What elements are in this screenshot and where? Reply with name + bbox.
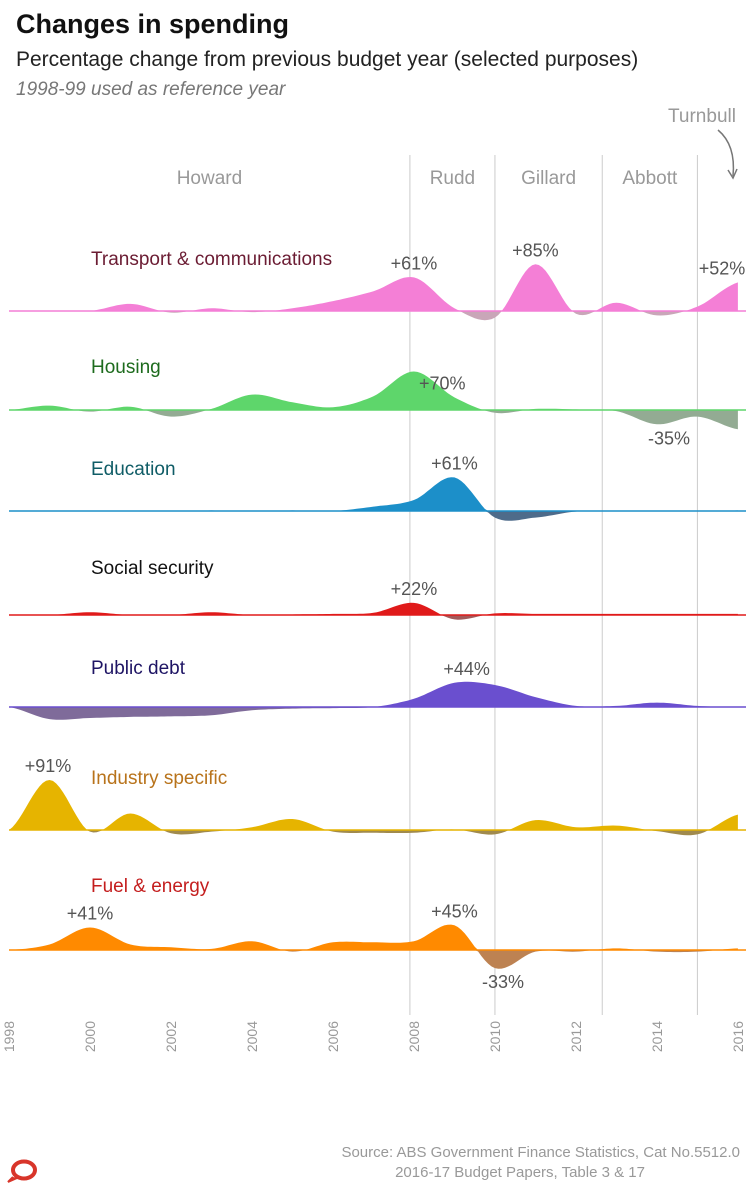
data-label: +70%	[419, 373, 466, 393]
logo-icon	[7, 1159, 37, 1183]
x-tick-label: 2016	[730, 1021, 746, 1052]
x-tick-label: 2006	[325, 1021, 341, 1052]
data-label: -33%	[482, 972, 524, 992]
chart-subtitle: Percentage change from previous budget y…	[16, 48, 638, 71]
x-tick-label: 2000	[82, 1021, 98, 1052]
series-area-negative	[9, 707, 738, 720]
series-area-positive	[9, 477, 738, 511]
data-label: +22%	[391, 579, 438, 599]
series-area-negative	[9, 830, 738, 836]
series-5: Industry specific +91%	[9, 756, 746, 836]
series-area-positive	[9, 602, 738, 615]
data-label: +91%	[25, 756, 72, 776]
x-tick-label: 2010	[487, 1021, 503, 1052]
x-tick-label: 2014	[649, 1021, 665, 1052]
series-4: Public debt +44%	[9, 658, 746, 720]
pm-label: Abbott	[622, 168, 678, 189]
data-label: +41%	[67, 904, 114, 924]
x-tick-label: 2002	[163, 1021, 179, 1052]
x-tick-label: 2008	[406, 1021, 422, 1052]
x-axis-ticks: 1998 2000 2002 2004 2006 2008 2010 2012 2014 2016	[1, 1021, 746, 1052]
series-name: Transport & communications	[91, 249, 332, 270]
series-1: Housing +70% -35%	[9, 357, 746, 448]
series-area-negative	[9, 311, 738, 321]
turnbull-arrow-icon	[717, 129, 738, 180]
series-area-positive	[9, 681, 738, 707]
pm-label: Turnbull	[668, 106, 736, 127]
series-name: Public debt	[91, 658, 186, 679]
series-name: Housing	[91, 357, 161, 378]
data-label: +45%	[431, 901, 478, 921]
pm-label: Gillard	[521, 168, 576, 189]
data-label: +61%	[391, 253, 438, 273]
data-label: +85%	[512, 240, 559, 260]
x-tick-label: 1998	[1, 1021, 17, 1052]
source-line-2: 2016-17 Budget Papers, Table 3 & 17	[395, 1164, 645, 1181]
series-3: Social security +22%	[9, 558, 746, 620]
series-layer: Transport & communications +61% +85% +52% Ho…	[9, 240, 746, 992]
series-name: Fuel & energy	[91, 876, 210, 897]
series-area-negative	[9, 950, 738, 969]
series-area-positive	[9, 780, 738, 830]
pm-label: Rudd	[430, 168, 475, 189]
x-tick-label: 2004	[244, 1021, 260, 1052]
source-line-1: Source: ABS Government Finance Statistic…	[341, 1144, 740, 1161]
pm-separators	[409, 155, 698, 1015]
series-2: Education +61%	[9, 453, 746, 521]
series-name: Education	[91, 459, 176, 480]
series-area-negative	[9, 511, 738, 521]
data-label: -35%	[648, 428, 690, 448]
series-area-positive	[9, 371, 738, 410]
series-area-negative	[9, 410, 738, 430]
series-0: Transport & communications +61% +85% +52%	[9, 240, 746, 321]
series-area-positive	[9, 264, 738, 311]
series-area-positive	[9, 924, 738, 950]
series-name: Industry specific	[91, 768, 227, 789]
chart-title: Changes in spending	[16, 9, 289, 39]
chart-note: 1998-99 used as reference year	[16, 79, 286, 100]
data-label: +44%	[443, 659, 490, 679]
pm-labels: Howard Rudd Gillard Abbott Turnbull	[177, 106, 736, 189]
data-label: +52%	[699, 258, 746, 278]
pm-label: Howard	[177, 168, 242, 189]
data-label: +61%	[431, 453, 478, 473]
x-tick-label: 2012	[568, 1021, 584, 1052]
series-6: Fuel & energy +41% +45% -33%	[9, 876, 746, 992]
series-name: Social security	[91, 558, 214, 579]
